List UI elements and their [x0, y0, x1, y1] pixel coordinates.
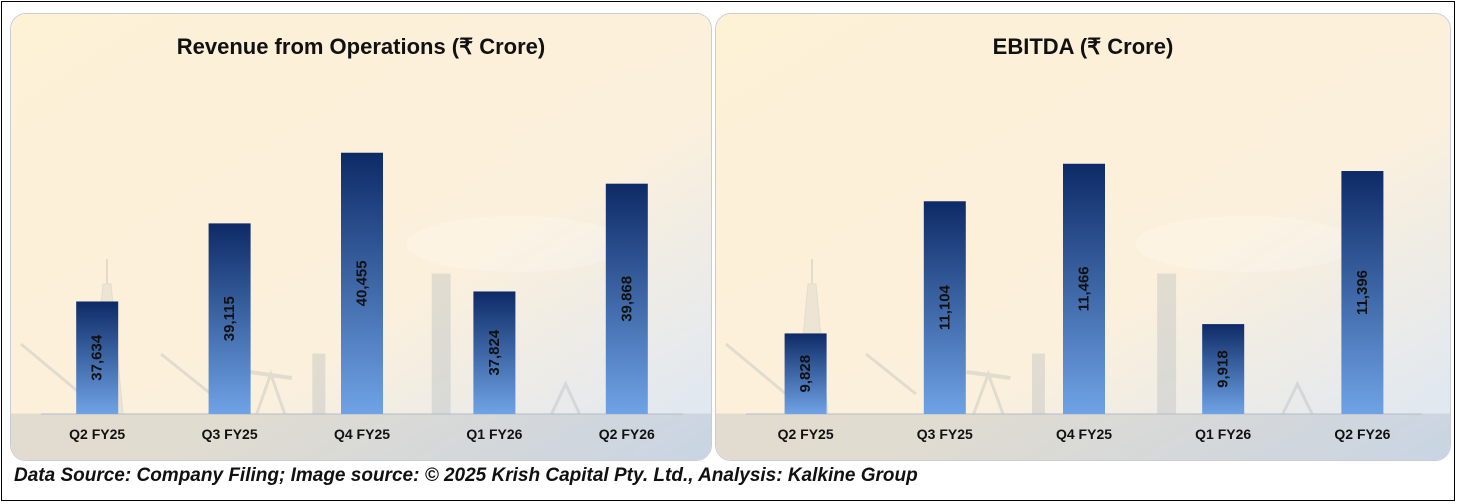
- x-tick-label: Q2 FY25: [778, 426, 834, 442]
- revenue-chart: 37,634 Q2 FY25 39,115 Q3 FY25 40,455 Q4 FY25 3…: [11, 14, 711, 460]
- data-label: 9,918: [1215, 350, 1232, 388]
- data-label: 9,828: [797, 355, 814, 393]
- bar-q2-fy26: [605, 183, 648, 414]
- bar-q3-fy25: [208, 223, 251, 414]
- data-label: 11,466: [1076, 266, 1093, 311]
- x-tick-label: Q2 FY25: [69, 426, 125, 442]
- data-label: 11,396: [1354, 270, 1371, 315]
- data-label: 39,115: [221, 296, 238, 341]
- bar-q2-fy26: [1341, 171, 1384, 414]
- data-source-footer: Data Source: Company Filing; Image sourc…: [14, 465, 918, 486]
- x-tick-label: Q4 FY25: [334, 426, 390, 442]
- x-tick-label: Q4 FY25: [1056, 426, 1112, 442]
- x-tick-label: Q1 FY26: [466, 426, 522, 442]
- bar-q2-fy25: [76, 301, 119, 414]
- data-label: 40,455: [354, 260, 371, 306]
- bar-q4-fy25: [1063, 163, 1105, 414]
- x-tick-label: Q3 FY25: [202, 426, 258, 442]
- x-tick-label: Q2 FY26: [1334, 426, 1390, 442]
- data-label: 37,824: [486, 329, 503, 376]
- x-tick-label: Q1 FY26: [1195, 426, 1251, 442]
- x-tick-label: Q3 FY25: [917, 426, 973, 442]
- x-tick-label: Q2 FY26: [599, 426, 655, 442]
- ebitda-chart: 9,828 Q2 FY25 11,104 Q3 FY25 11,466 Q4 FY25 9,…: [716, 14, 1450, 460]
- data-label: 39,868: [618, 276, 635, 322]
- bar-q2-fy25: [784, 333, 827, 414]
- industrial-background-illustration: [11, 216, 711, 460]
- bar-q1-fy26: [473, 291, 516, 414]
- bar-q4-fy25: [341, 152, 383, 414]
- bar-q3-fy25: [923, 201, 966, 414]
- bar-q1-fy26: [1202, 324, 1245, 414]
- data-label: 11,104: [936, 284, 953, 330]
- revenue-chart-panel: 37,634 Q2 FY25 39,115 Q3 FY25 40,455 Q4 FY25 3…: [10, 13, 712, 461]
- ebitda-chart-title: EBITDA (₹ Crore): [992, 34, 1174, 59]
- data-label: 37,634: [89, 334, 106, 381]
- revenue-chart-title: Revenue from Operations (₹ Crore): [176, 34, 546, 59]
- ebitda-chart-panel: 9,828 Q2 FY25 11,104 Q3 FY25 11,466 Q4 FY25 9,…: [715, 13, 1451, 461]
